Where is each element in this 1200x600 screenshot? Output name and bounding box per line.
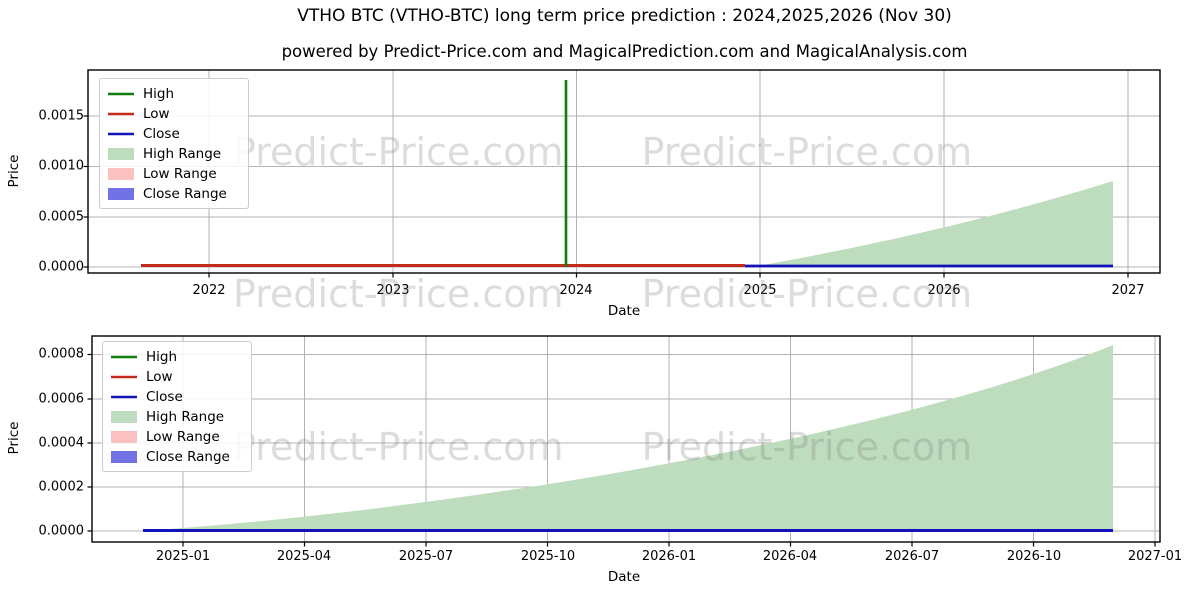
legend-label: High Range	[146, 409, 225, 425]
bottom-axis-ticks	[87, 353, 1156, 547]
top-x-tick: 2024	[559, 283, 593, 298]
legend-label: Low	[146, 369, 173, 385]
bottom-x-tick: 2025-01	[155, 549, 211, 564]
legend-item-low: Low	[111, 367, 251, 387]
low-line-swatch	[108, 107, 134, 121]
legend-item-close: Close	[108, 124, 248, 144]
low-range-swatch	[111, 430, 137, 444]
legend-label: High	[146, 349, 178, 365]
high-range-swatch	[111, 410, 137, 424]
legend-label: Low Range	[143, 166, 217, 182]
top-axis-ticks	[83, 115, 1129, 278]
legend-item-high-range: High Range	[111, 407, 251, 427]
high-range-area-bottom	[143, 345, 1113, 531]
top-legend: High Low Close High Range Low Range Clos…	[99, 78, 249, 209]
bottom-x-tick: 2025-10	[520, 549, 576, 564]
bottom-y-tick: 0.0000	[38, 523, 85, 539]
legend-item-high: High	[108, 84, 248, 104]
legend-label: High	[143, 86, 175, 102]
legend-item-close: Close	[111, 387, 251, 407]
legend-item-close-range: Close Range	[108, 184, 248, 204]
bottom-x-tick: 2026-01	[641, 549, 697, 564]
bottom-y-tick: 0.0002	[38, 479, 85, 495]
legend-label: Close Range	[143, 186, 227, 202]
legend-item-high: High	[111, 347, 251, 367]
high-range-area	[752, 181, 1113, 267]
bottom-y-tick: 0.0006	[38, 391, 85, 407]
bottom-x-tick: 2025-04	[276, 549, 332, 564]
close-range-swatch	[108, 187, 134, 201]
close-line-swatch	[111, 390, 137, 404]
bottom-x-tick: 2025-07	[398, 549, 454, 564]
bottom-plot	[87, 335, 1161, 547]
bottom-x-tick: 2026-04	[762, 549, 818, 564]
high-range-swatch	[108, 147, 134, 161]
legend-label: High Range	[143, 146, 222, 162]
top-x-tick: 2026	[927, 283, 961, 298]
legend-label: Close Range	[146, 449, 230, 465]
legend-item-high-range: High Range	[108, 144, 248, 164]
top-x-axis-label: Date	[607, 303, 641, 319]
top-x-tick: 2025	[743, 283, 777, 298]
legend-item-close-range: Close Range	[111, 447, 251, 467]
bottom-y-tick: 0.0004	[38, 435, 85, 451]
top-y-tick: 0.0015	[38, 108, 85, 124]
low-range-swatch	[108, 167, 134, 181]
top-x-tick: 2023	[376, 283, 410, 298]
low-line-swatch	[111, 370, 137, 384]
legend-item-low-range: Low Range	[111, 427, 251, 447]
top-plot-frame	[87, 69, 1161, 274]
legend-item-low-range: Low Range	[108, 164, 248, 184]
top-plot	[83, 69, 1161, 278]
legend-label: Close	[143, 126, 180, 142]
high-line-swatch	[108, 87, 134, 101]
bottom-x-tick: 2027-01	[1127, 549, 1183, 564]
top-x-tick: 2027	[1111, 283, 1145, 298]
chart-title: VTHO BTC (VTHO-BTC) long term price pred…	[297, 6, 952, 26]
high-line-swatch	[111, 350, 137, 364]
top-y-tick: 0.0000	[38, 259, 85, 275]
legend-label: Low Range	[146, 429, 220, 445]
close-range-swatch	[111, 450, 137, 464]
bottom-x-axis-label: Date	[607, 569, 641, 585]
top-y-tick: 0.0010	[38, 158, 85, 174]
top-x-tick: 2022	[192, 283, 226, 298]
bottom-x-tick: 2026-10	[1006, 549, 1062, 564]
legend-label: Low	[143, 106, 170, 122]
legend-label: Close	[146, 389, 183, 405]
bottom-plot-frame	[91, 335, 1161, 543]
top-y-tick: 0.0005	[38, 209, 85, 225]
bottom-y-tick: 0.0008	[38, 346, 85, 362]
legend-item-low: Low	[108, 104, 248, 124]
bottom-legend: High Low Close High Range Low Range Clos…	[102, 341, 252, 472]
chart-subtitle: powered by Predict-Price.com and Magical…	[281, 42, 968, 61]
close-line-swatch	[108, 127, 134, 141]
bottom-x-tick: 2026-07	[884, 549, 940, 564]
